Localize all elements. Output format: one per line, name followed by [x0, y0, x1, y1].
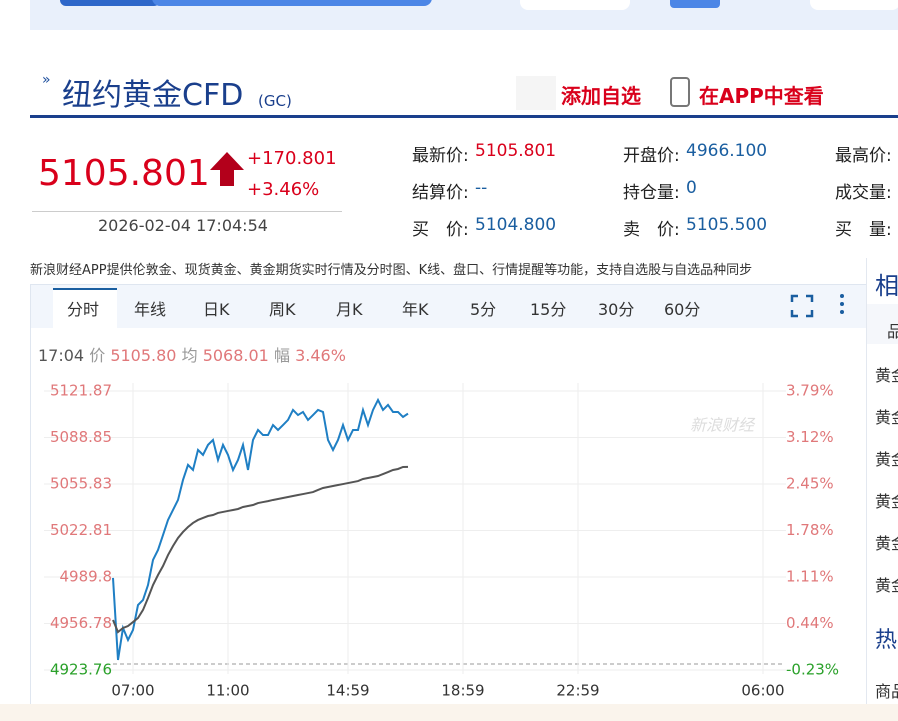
- field-value: 4966.100: [686, 141, 768, 161]
- top-bar: [30, 0, 898, 30]
- divider: [30, 115, 898, 118]
- field-label: 买 价:: [412, 220, 469, 240]
- price: 5105.801: [38, 153, 210, 194]
- title: 纽约黄金CFD: [62, 78, 244, 113]
- tab[interactable]: 月K: [336, 300, 363, 319]
- add-watch[interactable]: 添加自选: [561, 84, 641, 108]
- field-label: 持仓量:: [623, 183, 680, 203]
- y-tick-label: 5055.83: [50, 475, 112, 493]
- y2-tick-label: 3.79%: [786, 382, 834, 400]
- info-value: 3.46%: [295, 346, 346, 365]
- code: (GC): [258, 92, 292, 110]
- field-value: 5105.500: [686, 215, 768, 235]
- percent: +3.46%: [247, 179, 320, 200]
- search-box[interactable]: [152, 0, 432, 6]
- series-line: [112, 465, 409, 634]
- nav-button[interactable]: [60, 0, 160, 6]
- x-tick-label: 22:59: [556, 682, 599, 700]
- field-label: 最新价:: [412, 146, 469, 166]
- open-app[interactable]: 在APP中查看: [699, 84, 824, 108]
- icon: [670, 0, 720, 8]
- chart: 4923.76 4956.78 4989.8 5022.81 5055.83 5088.8…: [44, 382, 839, 700]
- tab[interactable]: 日K: [203, 300, 230, 319]
- sidebar-header: [867, 304, 898, 344]
- sidebar-title: 相: [875, 272, 898, 300]
- tab[interactable]: 15分: [530, 300, 567, 319]
- y-tick-label: 5088.85: [50, 428, 112, 446]
- up-arrow: [210, 152, 244, 186]
- y-tick-label: 4989.8: [60, 567, 113, 585]
- sidebar-item: 黄金: [875, 492, 898, 511]
- icon-placeholder: [516, 76, 556, 110]
- bottom-strip: [0, 704, 898, 721]
- tab-bar: [31, 285, 866, 328]
- notice: 新浪财经APP提供伦敦金、现货黄金、黄金期货实时行情及分时图、K线、盘口、行情提…: [30, 263, 753, 278]
- y2-tick-label: 1.11%: [786, 568, 834, 586]
- login-button[interactable]: [810, 0, 898, 10]
- sidebar-item: 黄金: [875, 576, 898, 595]
- info-time: 17:04: [38, 346, 85, 365]
- x-tick-label: 11:00: [206, 682, 249, 700]
- x-tick-label: 14:59: [326, 682, 369, 700]
- sidebar-item: 黄金: [875, 534, 898, 553]
- tab[interactable]: 年K: [402, 300, 429, 319]
- info-value: 5105.80: [110, 346, 177, 365]
- y-tick-label: 5121.87: [50, 382, 112, 400]
- y-tick-label: 4923.76: [50, 661, 112, 679]
- field-value: --: [475, 178, 488, 198]
- x-tick-label: 18:59: [441, 682, 484, 700]
- sidebar-column: 品: [887, 322, 898, 341]
- field-value: 5105.801: [475, 141, 557, 161]
- toolbar-icons: [790, 294, 844, 318]
- tab[interactable]: 年线: [134, 300, 167, 319]
- y-tick-label: 4956.78: [50, 614, 112, 632]
- tab[interactable]: 分时: [67, 300, 100, 319]
- arrow-icon: »: [42, 72, 51, 88]
- y-tick-label: 5022.81: [50, 521, 112, 539]
- search-button[interactable]: [520, 0, 630, 10]
- y2-tick-label: 1.78%: [786, 521, 834, 539]
- time: 2026-02-04 17:04:54: [98, 216, 268, 235]
- sidebar-item: 黄金: [875, 408, 898, 427]
- active-tab-bg: [53, 288, 117, 330]
- y2-tick-label: -0.23%: [786, 661, 839, 679]
- tab[interactable]: 30分: [598, 300, 635, 319]
- sidebar: 相 品 热 商品: [866, 258, 898, 721]
- change: +170.801: [247, 148, 337, 169]
- divider: [32, 211, 342, 212]
- y2-tick-label: 3.12%: [786, 428, 834, 446]
- field-label: 结算价:: [412, 183, 469, 203]
- watermark: 新浪财经: [690, 416, 756, 435]
- info-line: 17:04 价 5105.80 均 5068.01 幅 3.46%: [38, 342, 346, 366]
- x-tick-label: 07:00: [111, 682, 154, 700]
- y2-tick-label: 2.45%: [786, 475, 834, 493]
- x-tick-label: 06:00: [741, 682, 784, 700]
- tab[interactable]: 5分: [470, 300, 497, 319]
- info-value: 5068.01: [202, 346, 269, 365]
- field-value: 5104.800: [475, 215, 557, 235]
- field-label: 开盘价:: [623, 146, 680, 166]
- tab[interactable]: 60分: [664, 300, 701, 319]
- field-label: 买 量:: [835, 220, 892, 240]
- field-label: 最高价:: [835, 146, 892, 166]
- field-label: 成交量:: [835, 183, 892, 203]
- tab[interactable]: 周K: [269, 300, 296, 319]
- sidebar-item: 黄金: [875, 366, 898, 385]
- info-label: 价: [89, 346, 106, 365]
- sidebar-item: 黄金: [875, 450, 898, 469]
- y2-tick-label: 0.44%: [786, 614, 834, 632]
- series-line: [112, 397, 409, 661]
- sidebar-hot-column: 商品: [875, 682, 898, 701]
- info-label: 均: [181, 346, 198, 365]
- field-value: 0: [686, 178, 697, 198]
- field-label: 卖 价:: [623, 220, 680, 240]
- phone-icon: [670, 77, 690, 107]
- info-label: 幅: [273, 346, 290, 365]
- sidebar-hot: 热: [875, 628, 898, 653]
